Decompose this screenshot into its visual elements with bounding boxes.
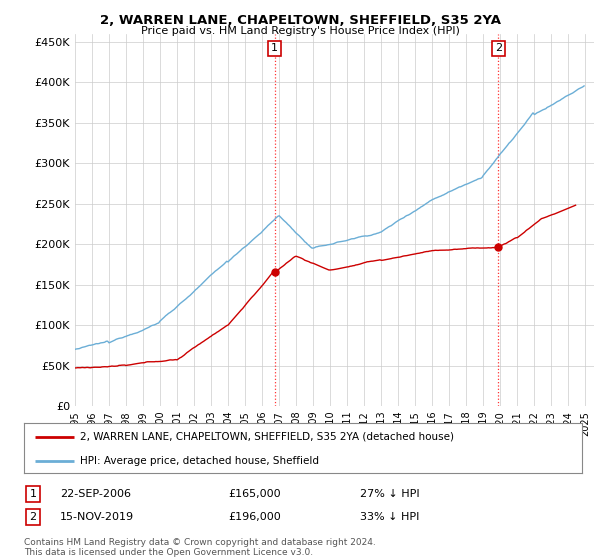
Text: 22-SEP-2006: 22-SEP-2006	[60, 489, 131, 499]
Text: This data is licensed under the Open Government Licence v3.0.: This data is licensed under the Open Gov…	[24, 548, 313, 557]
Text: 1: 1	[29, 489, 37, 499]
Text: HPI: Average price, detached house, Sheffield: HPI: Average price, detached house, Shef…	[80, 456, 319, 465]
Text: 2: 2	[29, 512, 37, 522]
Text: Contains HM Land Registry data © Crown copyright and database right 2024.: Contains HM Land Registry data © Crown c…	[24, 538, 376, 547]
Text: Price paid vs. HM Land Registry's House Price Index (HPI): Price paid vs. HM Land Registry's House …	[140, 26, 460, 36]
Text: 33% ↓ HPI: 33% ↓ HPI	[360, 512, 419, 522]
Text: 2, WARREN LANE, CHAPELTOWN, SHEFFIELD, S35 2YA: 2, WARREN LANE, CHAPELTOWN, SHEFFIELD, S…	[100, 14, 500, 27]
Text: 1: 1	[271, 43, 278, 53]
Text: 27% ↓ HPI: 27% ↓ HPI	[360, 489, 419, 499]
Text: 2, WARREN LANE, CHAPELTOWN, SHEFFIELD, S35 2YA (detached house): 2, WARREN LANE, CHAPELTOWN, SHEFFIELD, S…	[80, 432, 454, 442]
Text: 2: 2	[495, 43, 502, 53]
Text: £165,000: £165,000	[228, 489, 281, 499]
Text: 15-NOV-2019: 15-NOV-2019	[60, 512, 134, 522]
Text: £196,000: £196,000	[228, 512, 281, 522]
